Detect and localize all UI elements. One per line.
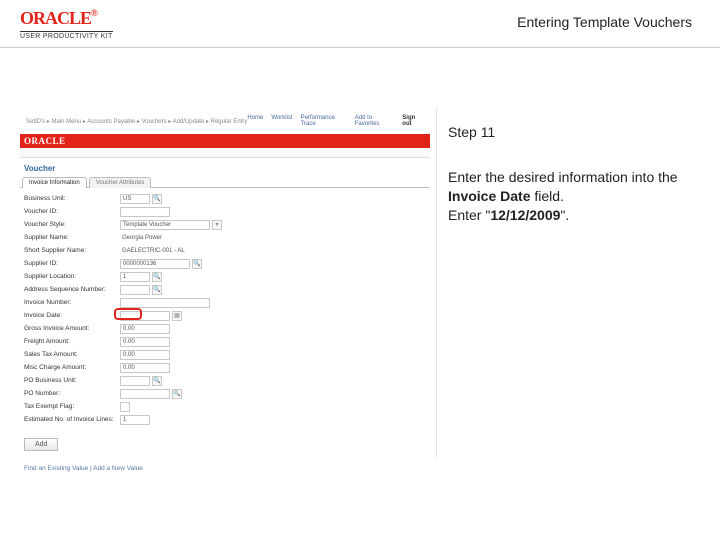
app-red-logo: ORACLE <box>24 136 66 146</box>
nav-signout[interactable]: Sign out <box>402 115 424 127</box>
tool-strip <box>20 148 430 158</box>
form-row: Voucher ID: <box>24 205 426 218</box>
form-row: Tax Exempt Flag: <box>24 400 426 413</box>
logo-reg: ® <box>91 8 97 18</box>
field-label: PO Business Unit: <box>24 377 120 384</box>
field-input[interactable]: 0.00 <box>120 324 170 334</box>
field-label: Tax Exempt Flag: <box>24 403 120 410</box>
field-label: Estimated No. of Invoice Lines: <box>24 416 120 423</box>
nav-fav[interactable]: Add to Favorites <box>355 115 395 127</box>
field-input: GAELECTRIC-001 - AL <box>120 246 240 256</box>
vertical-divider <box>436 108 437 458</box>
field-input[interactable] <box>120 285 150 295</box>
field-label: Voucher Style: <box>24 221 120 228</box>
step-text-2: field. <box>530 188 563 204</box>
field-input: Georgia Power <box>120 233 210 243</box>
nav-home[interactable]: Home <box>247 115 263 127</box>
step-bold-2: 12/12/2009 <box>490 207 560 223</box>
form-row: Invoice Number: <box>24 296 426 309</box>
field-input[interactable]: Template Voucher <box>120 220 210 230</box>
form-row: Estimated No. of Invoice Lines:1 <box>24 413 426 426</box>
field-label: Supplier Location: <box>24 273 120 280</box>
search-icon[interactable]: 🔍 <box>152 285 162 295</box>
field-input[interactable]: 0.00 <box>120 350 170 360</box>
form-row: Invoice Date: ▦ <box>24 309 426 322</box>
field-label: Sales Tax Amount: <box>24 351 120 358</box>
app-red-bar: ORACLE <box>20 134 430 148</box>
app-breadcrumb-bar: SetID's ▸ Main Menu ▸ Accounts Payable ▸… <box>20 108 430 134</box>
dropdown-icon[interactable]: ▾ <box>212 220 222 230</box>
add-button[interactable]: Add <box>24 438 58 451</box>
field-label: Gross Invoice Amount: <box>24 325 120 332</box>
field-input[interactable]: 0000000136 <box>120 259 190 269</box>
app-screenshot: SetID's ▸ Main Menu ▸ Accounts Payable ▸… <box>20 108 430 458</box>
form-row: Address Sequence Number: 🔍 <box>24 283 426 296</box>
form-row: Supplier ID:0000000136🔍 <box>24 257 426 270</box>
form-row: Voucher Style:Template Voucher▾ <box>24 218 426 231</box>
upk-subtitle: USER PRODUCTIVITY KIT <box>20 31 113 40</box>
oracle-logo: ORACLE® <box>20 8 113 29</box>
field-input[interactable]: 1 <box>120 272 150 282</box>
search-icon[interactable]: 🔍 <box>152 272 162 282</box>
step-text-1: Enter the desired information into the <box>448 169 678 185</box>
form-row: Freight Amount:0.00 <box>24 335 426 348</box>
field-input[interactable]: 1 <box>120 415 150 425</box>
logo-text: ORACLE <box>20 8 91 28</box>
field-input[interactable] <box>120 311 170 321</box>
form-row: Misc Charge Amount:0.00 <box>24 361 426 374</box>
page-title: Entering Template Vouchers <box>517 8 692 30</box>
tab-voucher-attr[interactable]: Voucher Attributes <box>89 177 152 188</box>
field-label: Supplier ID: <box>24 260 120 267</box>
form-row: PO Business Unit: 🔍 <box>24 374 426 387</box>
nav-worklist[interactable]: Worklist <box>271 115 292 127</box>
step-bold-1: Invoice Date <box>448 188 530 204</box>
field-input[interactable] <box>120 298 210 308</box>
search-icon[interactable]: 🔍 <box>172 389 182 399</box>
field-label: Supplier Name: <box>24 234 120 241</box>
tab-invoice-info[interactable]: Invoice Information <box>22 177 87 188</box>
section-title: Voucher <box>20 158 430 177</box>
step-number: Step 11 <box>448 108 693 152</box>
field-input[interactable] <box>120 389 170 399</box>
form-row: Supplier Name:Georgia Power <box>24 231 426 244</box>
field-input[interactable]: 0.00 <box>120 337 170 347</box>
field-label: Voucher ID: <box>24 208 120 215</box>
form-row: Sales Tax Amount:0.00 <box>24 348 426 361</box>
step-text-4: ". <box>560 207 569 223</box>
search-icon[interactable]: 🔍 <box>192 259 202 269</box>
nav-links: Home Worklist Performance Trace Add to F… <box>247 115 424 127</box>
field-label: Invoice Number: <box>24 299 120 306</box>
step-text-3: Enter " <box>448 207 490 223</box>
field-label: Misc Charge Amount: <box>24 364 120 371</box>
search-icon[interactable]: 🔍 <box>152 376 162 386</box>
field-label: Address Sequence Number: <box>24 286 120 293</box>
field-label: Short Supplier Name: <box>24 247 120 254</box>
form-row: Short Supplier Name:GAELECTRIC-001 - AL <box>24 244 426 257</box>
nav-perf[interactable]: Performance Trace <box>301 115 347 127</box>
footer-links[interactable]: Find an Existing Value | Add a New Value <box>20 451 430 472</box>
field-label: Freight Amount: <box>24 338 120 345</box>
calendar-icon[interactable]: ▦ <box>172 311 182 321</box>
field-input[interactable]: US <box>120 194 150 204</box>
logo-block: ORACLE® USER PRODUCTIVITY KIT <box>20 8 113 40</box>
field-label: Invoice Date: <box>24 312 120 319</box>
form-row: Business Unit:US🔍 <box>24 192 426 205</box>
field-input[interactable] <box>120 402 130 412</box>
instruction-panel: Step 11 Enter the desired information in… <box>448 108 693 225</box>
field-label: Business Unit: <box>24 195 120 202</box>
breadcrumb: SetID's ▸ Main Menu ▸ Accounts Payable ▸… <box>26 118 247 125</box>
field-input[interactable]: 0.00 <box>120 363 170 373</box>
top-bar: ORACLE® USER PRODUCTIVITY KIT Entering T… <box>0 0 720 48</box>
field-input[interactable] <box>120 376 150 386</box>
form-row: Supplier Location:1🔍 <box>24 270 426 283</box>
form-row: Gross Invoice Amount:0.00 <box>24 322 426 335</box>
field-input[interactable] <box>120 207 170 217</box>
step-body: Enter the desired information into the I… <box>448 152 693 225</box>
voucher-form: Business Unit:US🔍Voucher ID:Voucher Styl… <box>20 188 430 426</box>
form-row: PO Number: 🔍 <box>24 387 426 400</box>
field-label: PO Number: <box>24 390 120 397</box>
search-icon[interactable]: 🔍 <box>152 194 162 204</box>
